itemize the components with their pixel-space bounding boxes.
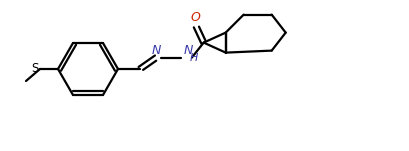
Text: S: S <box>31 63 39 76</box>
Text: N: N <box>183 43 192 56</box>
Text: H: H <box>189 53 197 63</box>
Text: O: O <box>190 11 200 24</box>
Text: N: N <box>151 43 161 56</box>
